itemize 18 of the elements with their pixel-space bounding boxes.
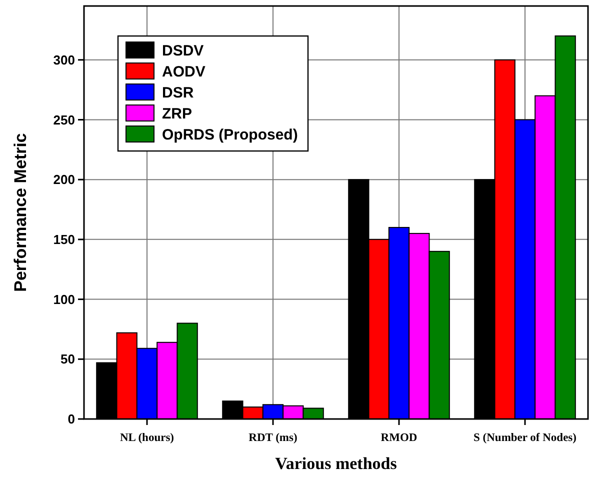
x-tick-label: NL (hours) xyxy=(120,432,174,444)
y-tick-label: 300 xyxy=(53,52,75,68)
legend-label: ZRP xyxy=(162,105,192,122)
y-tick-label: 50 xyxy=(60,352,75,367)
legend-label: AODV xyxy=(162,63,206,80)
y-tick-label: 200 xyxy=(53,172,75,188)
legend-label: OpRDS (Proposed) xyxy=(162,126,298,144)
y-tick-label: 250 xyxy=(53,112,75,128)
legend-label: DSR xyxy=(162,84,194,102)
x-tick-label: RDT (ms) xyxy=(248,432,298,444)
x-tick-label: S (Number of Nodes) xyxy=(474,432,577,444)
y-axis-title: Performance Metric xyxy=(11,133,30,292)
x-axis-title: Various methods xyxy=(275,454,398,473)
x-tick-label: RMOD xyxy=(380,432,418,444)
legend-label: DSDV xyxy=(162,42,204,60)
y-tick-label: 100 xyxy=(53,292,75,307)
y-tick-label: 150 xyxy=(53,232,75,247)
y-tick-label: 0 xyxy=(68,412,75,427)
